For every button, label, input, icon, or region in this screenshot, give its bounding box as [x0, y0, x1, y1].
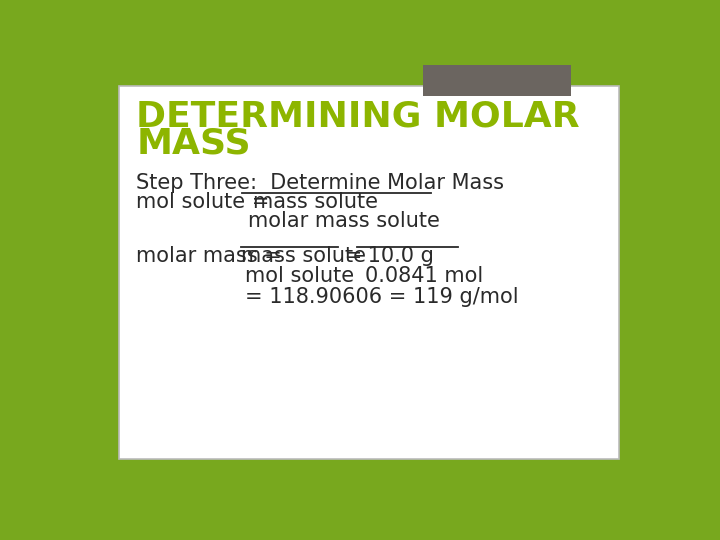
Text: Step Three:  Determine Molar Mass: Step Three: Determine Molar Mass [137, 173, 505, 193]
Text: DETERMINING MOLAR: DETERMINING MOLAR [137, 99, 580, 133]
Text: 10.0 g: 10.0 g [361, 246, 434, 266]
FancyBboxPatch shape [423, 53, 570, 96]
Text: mass solute: mass solute [253, 192, 378, 212]
Text: 0.0841 mol: 0.0841 mol [365, 266, 483, 286]
Text: = 118.90606 = 119 g/mol: = 118.90606 = 119 g/mol [245, 287, 518, 307]
Text: MASS: MASS [137, 126, 251, 160]
FancyBboxPatch shape [120, 86, 618, 459]
Text: molar mass solute: molar mass solute [248, 211, 440, 231]
Text: mol solute: mol solute [245, 266, 354, 286]
Text: molar mass =: molar mass = [137, 246, 289, 266]
Text: =: = [338, 246, 369, 266]
Text: mol solute =: mol solute = [137, 192, 276, 212]
Text: mass solute: mass solute [241, 246, 366, 266]
